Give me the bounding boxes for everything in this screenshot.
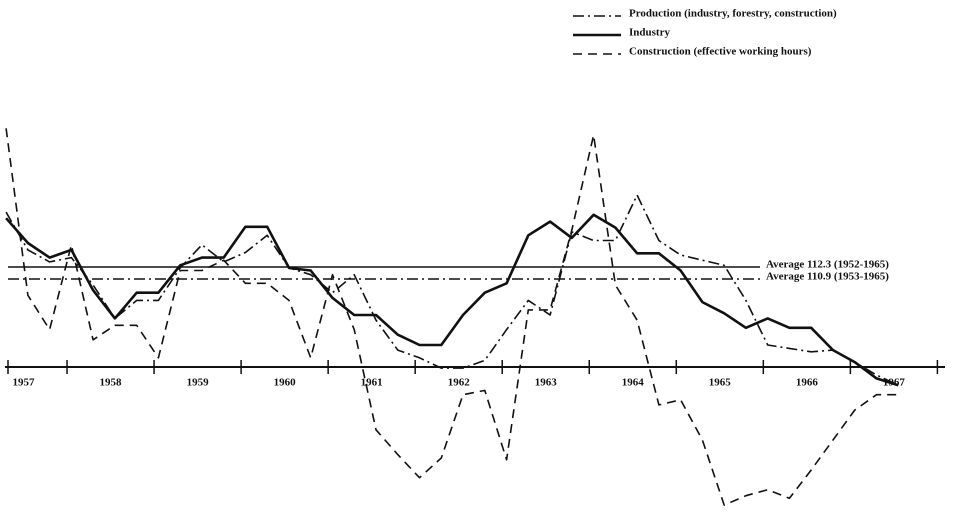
series-line	[5, 213, 899, 387]
series-line	[5, 128, 899, 506]
x-tick-label: 1966	[796, 377, 819, 389]
x-tick-label: 1962	[448, 377, 471, 389]
x-tick-label: 1967	[883, 377, 906, 389]
series-line	[5, 194, 899, 386]
average-label: Average 110.9 (1953-1965)	[766, 271, 889, 283]
x-tick-label: 1965	[709, 377, 732, 389]
x-tick-label: 1963	[535, 377, 558, 389]
x-tick-label: 1964	[622, 377, 645, 389]
legend-label: Construction (effective working hours)	[629, 46, 812, 58]
x-tick-label: 1960	[274, 377, 297, 389]
average-label: Average 112.3 (1952-1965)	[766, 259, 889, 271]
legend-label: Industry	[629, 27, 670, 39]
x-tick-label: 1961	[361, 377, 383, 389]
x-tick-label: 1957	[13, 377, 36, 389]
legend-label: Production (industry, forestry, construc…	[629, 8, 837, 20]
x-tick-label: 1959	[187, 377, 210, 389]
x-tick-label: 1958	[100, 377, 123, 389]
